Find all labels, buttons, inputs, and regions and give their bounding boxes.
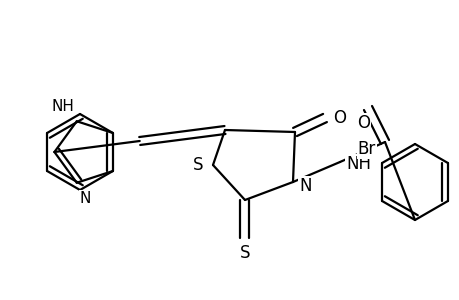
Text: Br: Br [357,140,375,158]
Text: N: N [298,177,311,195]
Text: N: N [79,191,91,206]
Text: NH: NH [52,99,75,114]
Text: S: S [239,244,250,262]
Text: O: O [357,114,369,132]
Text: S: S [192,156,202,174]
Text: NH: NH [345,155,370,173]
Text: O: O [332,109,345,127]
